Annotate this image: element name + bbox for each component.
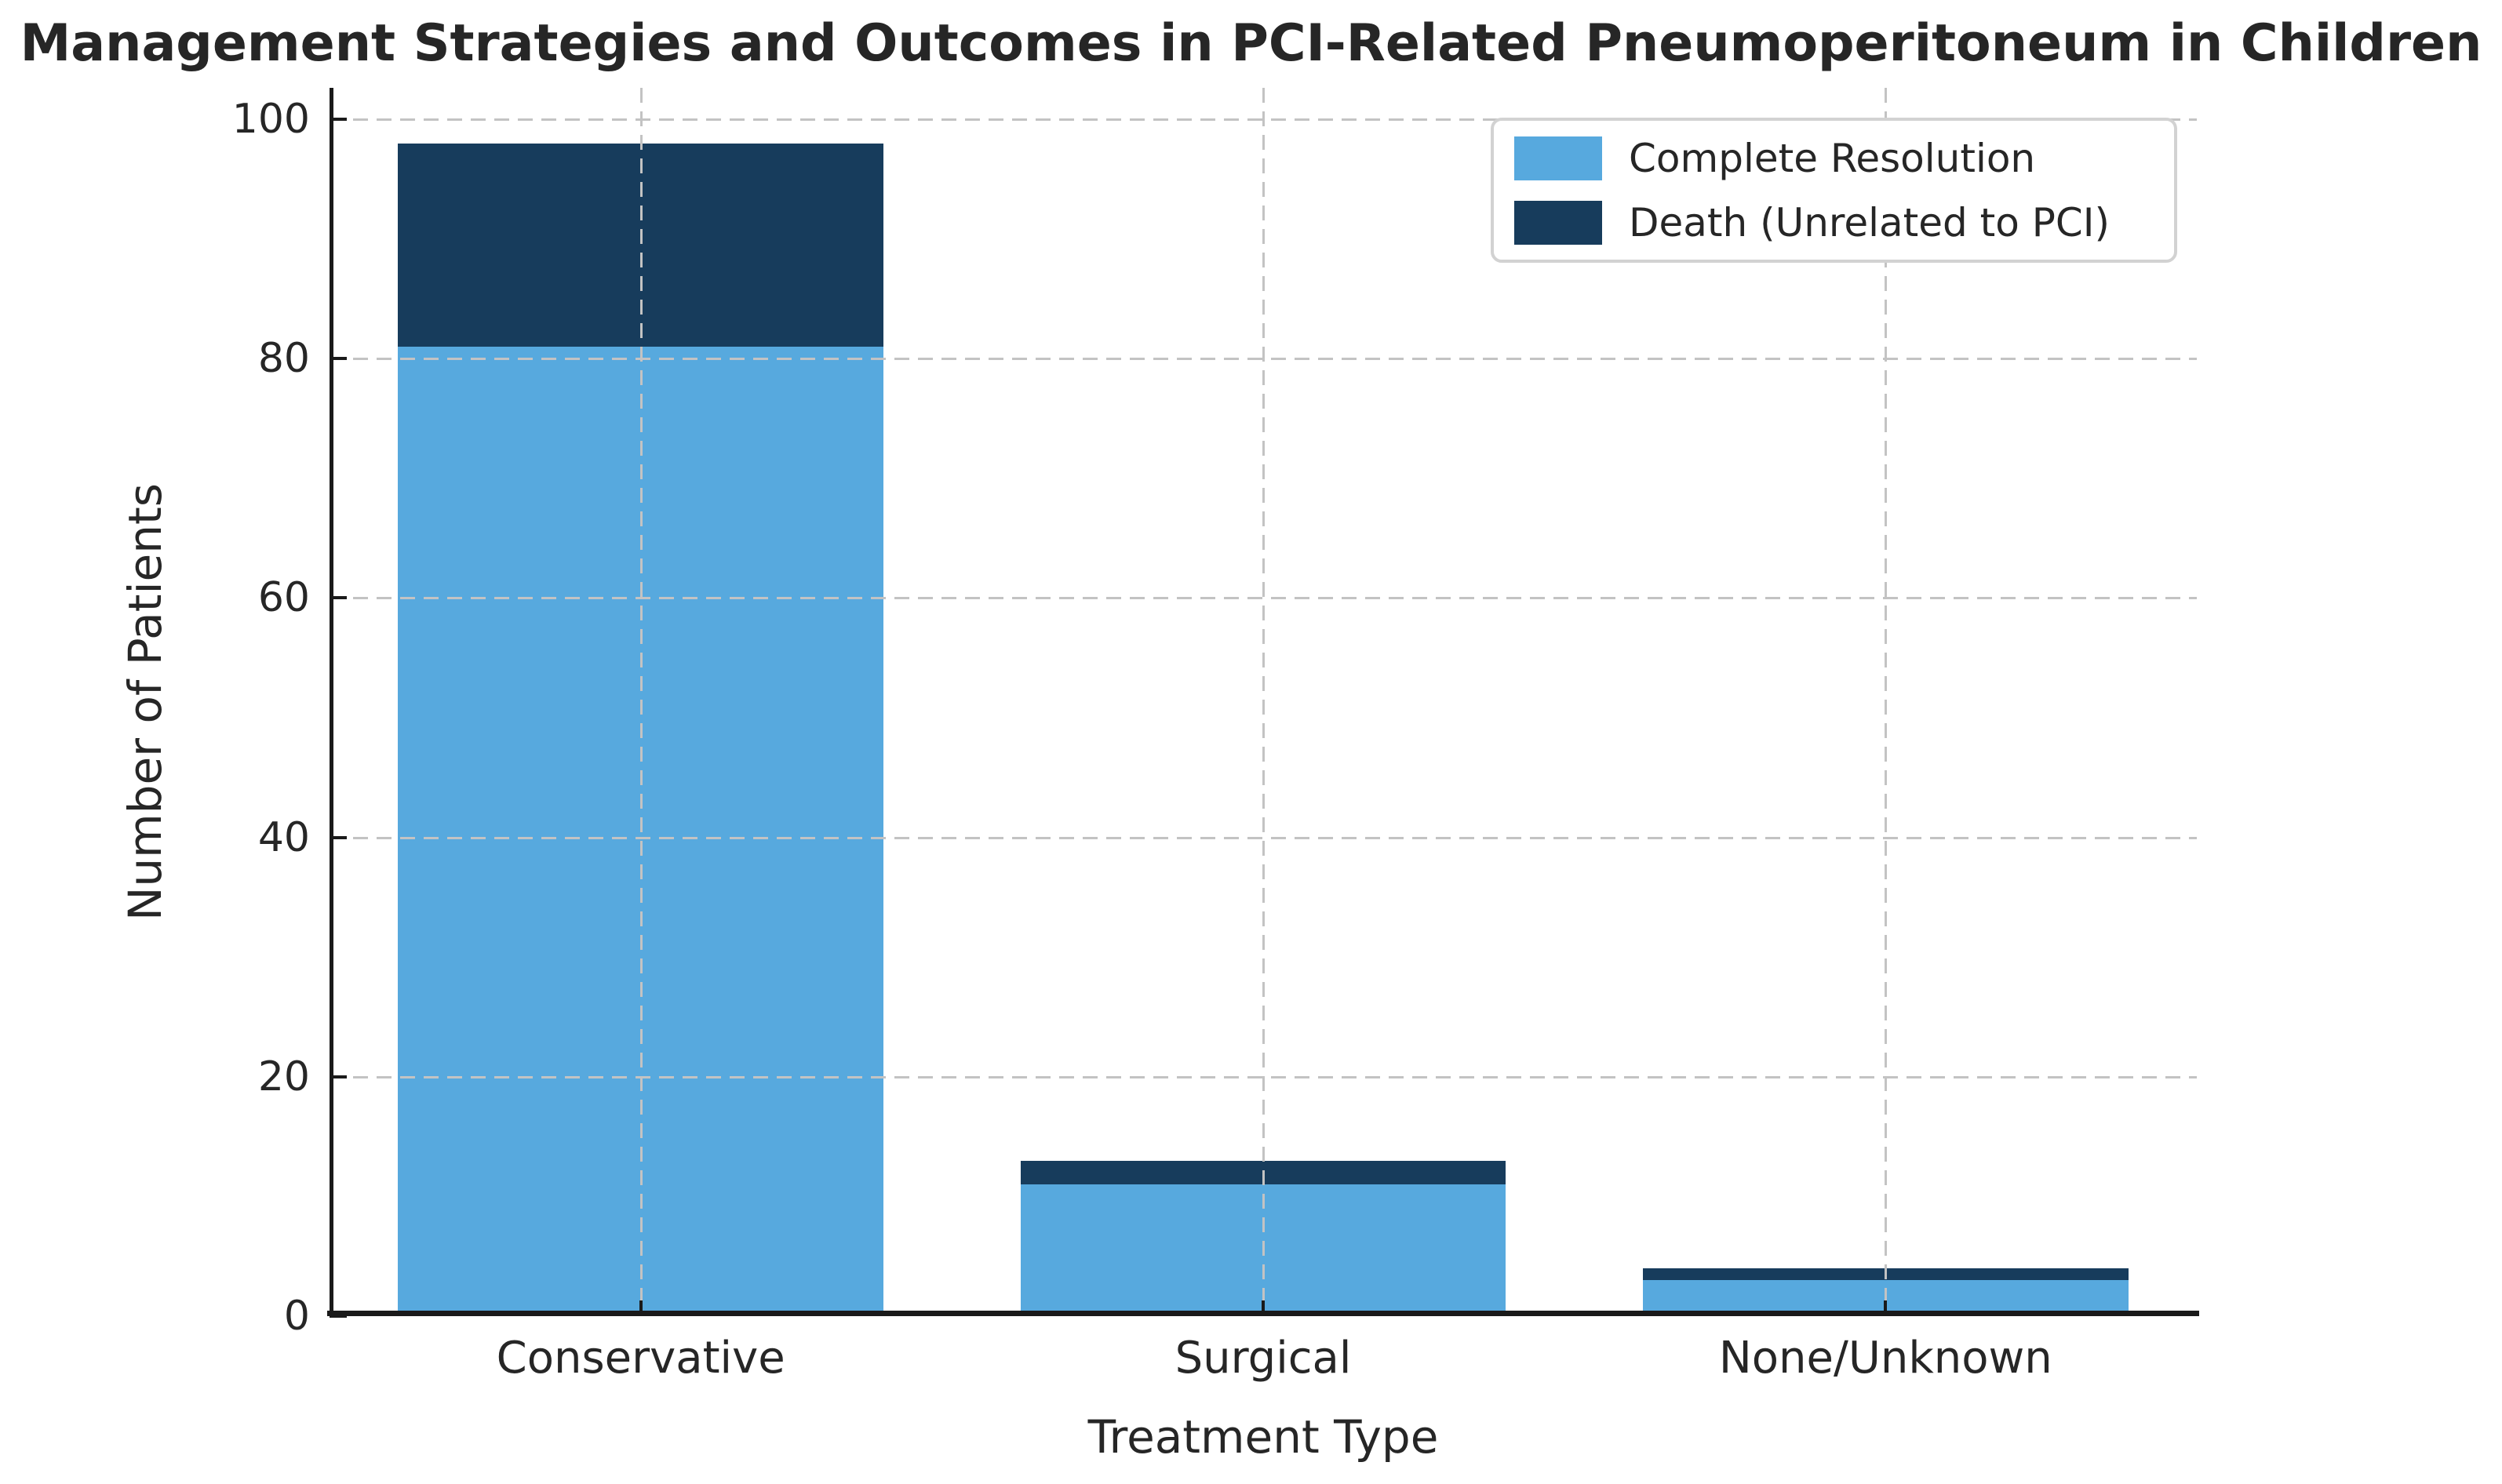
legend-row-death-unrelated: Death (Unrelated to PCI) [1514,199,2154,246]
v-gridline-None/Unknown [1885,88,1888,1316]
y-tick-label-40: 40 [257,813,310,861]
v-gridline-Surgical [1262,88,1265,1316]
plot-area [327,88,2199,1318]
x-tick-label-Surgical: Surgical [1175,1333,1352,1384]
y-tick-label-100: 100 [231,96,310,143]
y-tick-mark-60 [330,596,347,600]
legend-row-complete-resolution: Complete Resolution [1514,136,2154,180]
legend-label: Death (Unrelated to PCI) [1629,199,2110,246]
grid-layer [330,88,2197,1316]
x-tick-mark-Conservative [639,1300,643,1316]
y-tick-mark-0 [330,1315,347,1318]
x-axis-label: Treatment Type [1087,1410,1439,1464]
x-tick-label-None/Unknown: None/Unknown [1718,1333,2052,1384]
x-tick-mark-Surgical [1262,1300,1265,1316]
legend: Complete Resolution Death (Unrelated to … [1491,118,2177,263]
y-tick-mark-40 [330,835,347,839]
y-axis-spine [330,88,333,1316]
x-tick-label-Conservative: Conservative [496,1333,785,1384]
v-gridline-Conservative [639,88,643,1316]
legend-swatch-complete-resolution [1514,136,1602,180]
y-tick-label-20: 20 [257,1053,310,1100]
y-tick-label-60: 60 [257,574,310,622]
y-axis-label: Number of Patients [118,483,172,921]
y-tick-mark-80 [330,357,347,361]
y-tick-label-0: 0 [283,1293,310,1340]
y-tick-mark-100 [330,118,347,121]
spines-layer [327,88,2199,1318]
legend-label: Complete Resolution [1629,135,2036,181]
legend-swatch-death-unrelated [1514,200,1602,245]
y-tick-mark-20 [330,1075,347,1078]
chart-title: Management Strategies and Outcomes in PC… [20,14,2482,73]
x-tick-mark-None/Unknown [1884,1300,1888,1316]
y-tick-label-80: 80 [257,335,310,383]
